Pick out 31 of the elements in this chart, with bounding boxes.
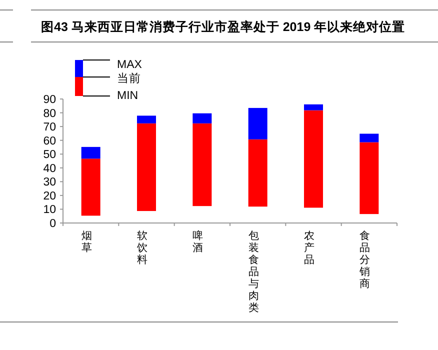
y-tick-label: 20 <box>43 190 56 202</box>
y-tick-label: 40 <box>43 162 56 175</box>
bar <box>360 142 379 214</box>
bar <box>137 116 156 124</box>
y-tick-label: 10 <box>43 204 56 216</box>
bar <box>192 123 212 206</box>
bar <box>304 110 323 208</box>
bar <box>81 146 100 159</box>
chart-title: 图43 马来西亚日常消费子行业市盈率处于 2019 年以来绝对位置 <box>41 19 406 34</box>
y-tick-label: 30 <box>43 176 56 189</box>
bar <box>360 134 379 142</box>
x-tick-label: 烟草 <box>81 230 92 254</box>
bar <box>248 108 268 140</box>
picture-key-diagram: MAX 当前 MIN <box>75 59 142 102</box>
y-tick-label: 0 <box>50 218 56 230</box>
y-tick-label: 60 <box>43 135 56 148</box>
x-tick-label: 啤酒 <box>192 229 204 254</box>
x-tick-label: 食品分销商 <box>358 230 371 290</box>
bar <box>137 123 156 212</box>
y-tick-label: 80 <box>43 108 56 120</box>
bar <box>192 113 212 124</box>
y-tick-label: 70 <box>43 122 56 134</box>
y-tick-label: 90 <box>43 94 56 106</box>
x-tick-label: 农产品 <box>304 230 315 266</box>
x-tick-label: 软饮料 <box>136 230 148 266</box>
y-tick-label: 50 <box>43 149 56 162</box>
bar <box>304 104 323 110</box>
x-tick-label: 包装食品与肉类 <box>248 230 260 314</box>
annotation: MIN <box>117 90 138 102</box>
bar <box>81 158 100 216</box>
bar <box>248 139 268 207</box>
